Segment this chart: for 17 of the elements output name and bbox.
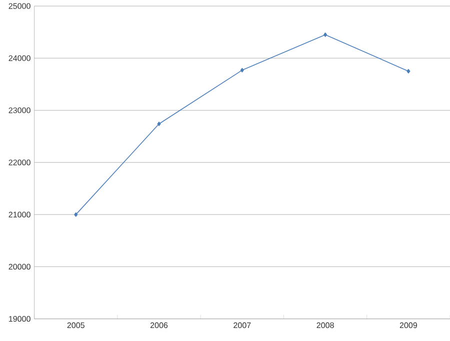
point [406, 68, 410, 74]
y-tick-label: 21000 [8, 212, 30, 218]
y-tick-label: 20000 [8, 264, 30, 270]
point [240, 68, 244, 72]
point [157, 122, 161, 126]
x-tick-label: 2005 [67, 322, 84, 328]
y-tick-label: 24000 [8, 55, 30, 62]
y-tick-label: 25000 [8, 3, 30, 9]
y-tick-label: 19000 [9, 316, 30, 322]
point [74, 212, 78, 217]
point [324, 32, 328, 37]
x-tick-label: 2006 [150, 322, 168, 328]
x-tick-label: 2008 [316, 322, 334, 328]
y-tick-label: 23000 [8, 107, 30, 114]
x-tick-label: 2007 [234, 322, 251, 328]
y-tick-label: 22000 [8, 160, 30, 166]
x-tick-label: 2009 [400, 322, 417, 328]
